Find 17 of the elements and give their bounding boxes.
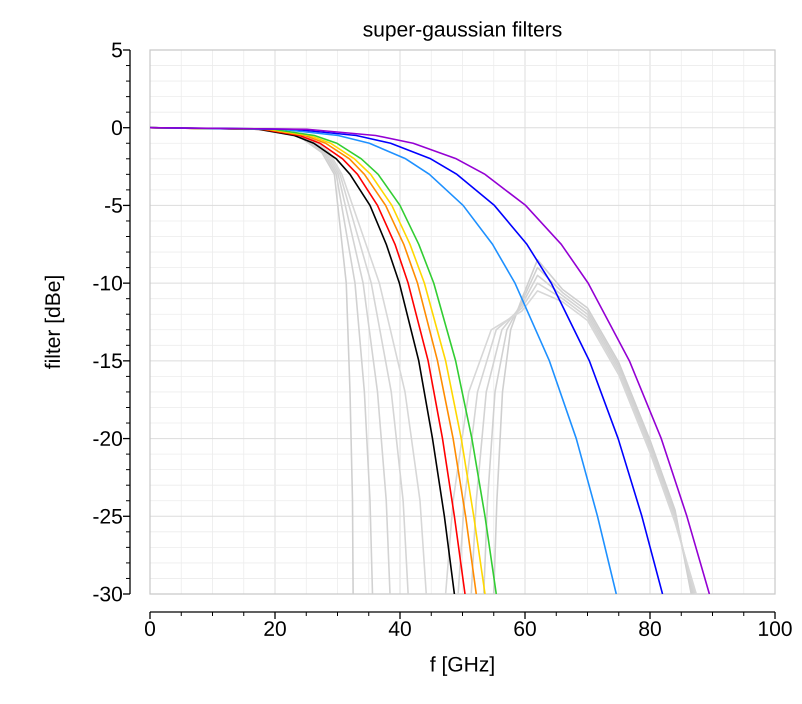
x-tick-label: 0 [144,621,156,636]
x-tick-label: 80 [639,621,661,636]
y-axis-title: filter [dBe] [44,276,64,369]
x-tick-label: 60 [514,621,536,636]
y-tick-label: -5 [105,198,122,213]
x-tick-label: 20 [264,621,286,636]
x-axis-title: f [GHz] [430,656,494,676]
y-tick-label: 0 [112,120,122,136]
y-tick-label: -15 [93,354,122,368]
y-tick-label: -25 [93,508,122,524]
x-tick-label: 100 [759,621,792,636]
chart-title: super-gaussian filters [363,21,562,41]
y-tick-label: -30 [93,586,122,602]
y-tick-label: 5 [112,42,122,58]
x-tick-label: 40 [388,621,411,636]
y-tick-label: -20 [93,431,122,446]
y-tick-label: -10 [93,276,122,291]
